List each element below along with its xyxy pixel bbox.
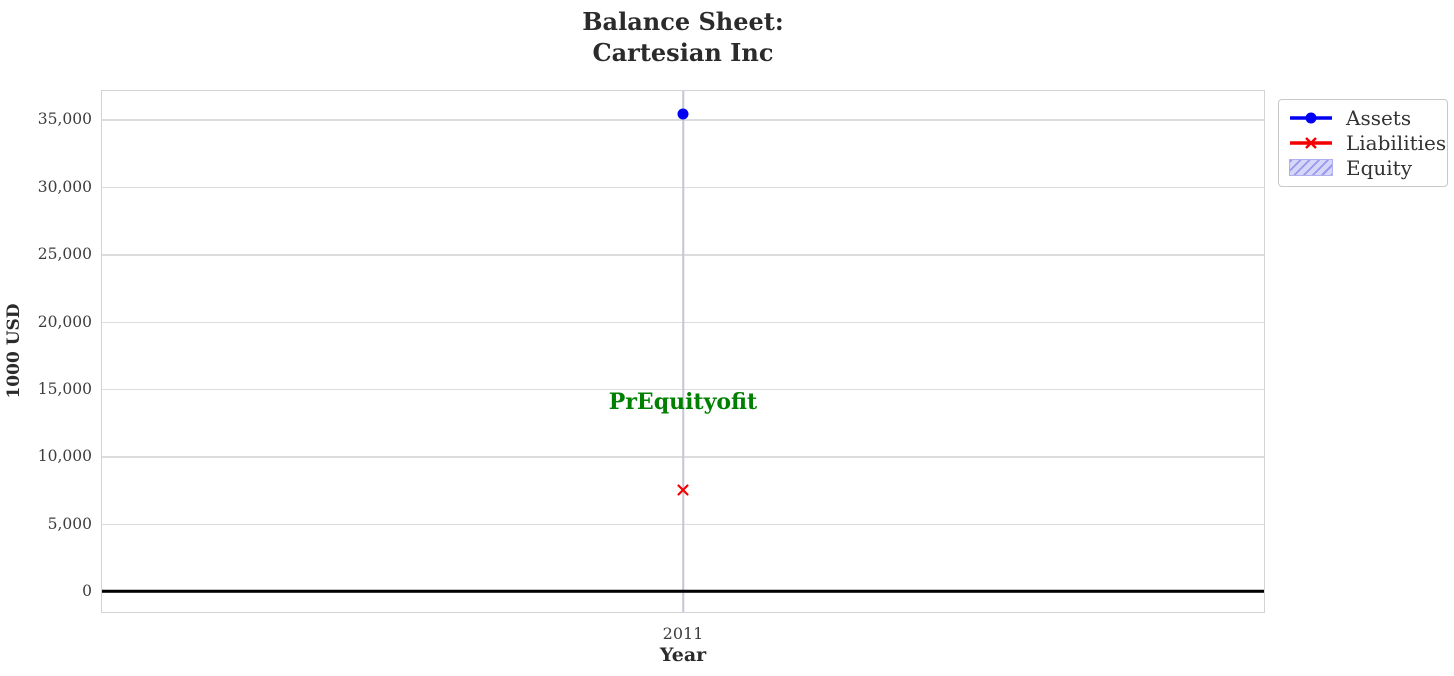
legend-label-assets: Assets xyxy=(1346,106,1412,131)
legend-row-liabilities: Liabilities xyxy=(1289,131,1446,156)
y-tick-label: 5,000 xyxy=(47,514,92,533)
plot-area: PrEquityofit xyxy=(101,90,1265,613)
legend: Assets Liabilities Equity xyxy=(1278,99,1448,187)
vertical-gridline xyxy=(682,91,684,612)
chart-title: Balance Sheet: Cartesian Inc xyxy=(101,6,1265,68)
liabilities-line-x-icon xyxy=(1289,136,1333,150)
y-tick-label: 15,000 xyxy=(37,379,92,398)
legend-row-assets: Assets xyxy=(1289,106,1439,131)
x-axis-label: Year xyxy=(659,644,707,666)
y-tick-label: 25,000 xyxy=(37,245,92,264)
x-tick-label-2011: 2011 xyxy=(662,624,704,643)
chart-title-line-1: Balance Sheet: xyxy=(582,7,784,36)
y-tick-label: 35,000 xyxy=(37,110,92,129)
legend-label-liabilities: Liabilities xyxy=(1346,131,1447,155)
y-tick-label: 10,000 xyxy=(37,447,92,466)
assets-line-dot-icon xyxy=(1289,111,1333,125)
legend-label-equity: Equity xyxy=(1346,155,1413,180)
zero-axis-line xyxy=(102,589,1264,593)
y-tick-label: 0 xyxy=(82,582,92,601)
chart-title-line-2: Cartesian Inc xyxy=(592,38,774,67)
legend-row-equity: Equity xyxy=(1289,155,1439,180)
y-axis-tick-labels: 0 5,000 10,000 15,000 20,000 25,000 30,000 35,0… xyxy=(0,91,92,611)
y-tick-label: 30,000 xyxy=(37,177,92,196)
equity-hatched-patch-icon xyxy=(1289,159,1333,177)
assets-data-point xyxy=(677,108,689,120)
liabilities-data-point xyxy=(677,484,690,497)
annotation-text: PrEquityofit xyxy=(608,389,758,416)
y-tick-label: 20,000 xyxy=(37,312,92,331)
